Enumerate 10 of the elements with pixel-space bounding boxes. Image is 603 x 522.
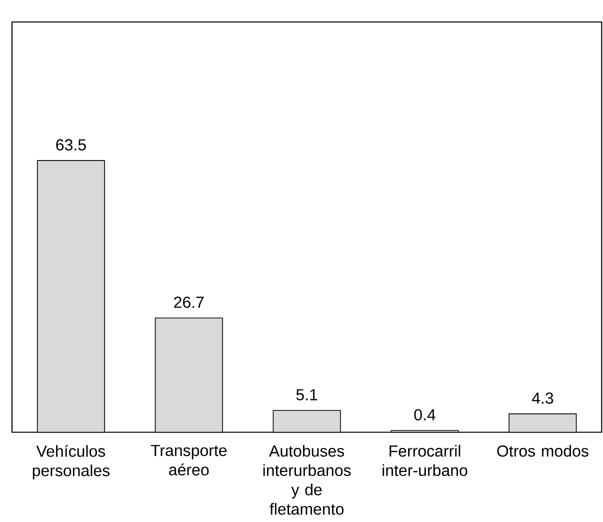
x-tick-label: Vehículos personales bbox=[32, 445, 110, 480]
x-tick-label: Transporte aéreo bbox=[150, 445, 227, 476]
data-label: 63.5 bbox=[56, 139, 86, 151]
data-label: 4.3 bbox=[532, 392, 554, 404]
x-tick-label: Autobuses interurbanos y de fletamento bbox=[263, 445, 351, 515]
data-label: 26.7 bbox=[174, 296, 204, 308]
x-tick-label: Otros modos bbox=[497, 445, 588, 457]
x-tick-label: Ferrocarril inter-urbano bbox=[382, 445, 468, 476]
data-label: 5.1 bbox=[296, 389, 318, 401]
data-label: 0.4 bbox=[414, 409, 436, 421]
